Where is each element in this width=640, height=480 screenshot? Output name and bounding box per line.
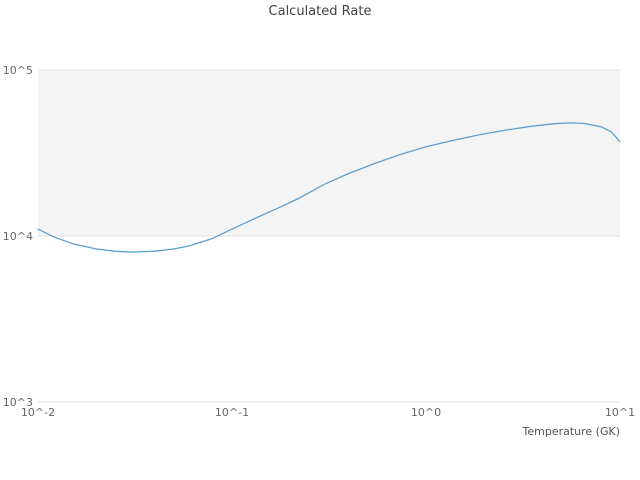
x-tick-label: 10^-1 <box>215 406 249 419</box>
chart-title: Calculated Rate <box>268 4 372 19</box>
y-tick-label: 10^3 <box>3 396 33 409</box>
x-tick-label: 10^1 <box>605 406 635 419</box>
x-tick-label: 10^-2 <box>21 406 55 419</box>
rate-line-series <box>37 122 621 253</box>
x-tick-label: 10^0 <box>411 406 441 419</box>
y-tick-label: 10^5 <box>3 64 33 77</box>
grid-band <box>38 70 620 236</box>
x-axis-label: Temperature (GK) <box>522 425 621 438</box>
y-tick-label: 10^4 <box>3 230 33 243</box>
